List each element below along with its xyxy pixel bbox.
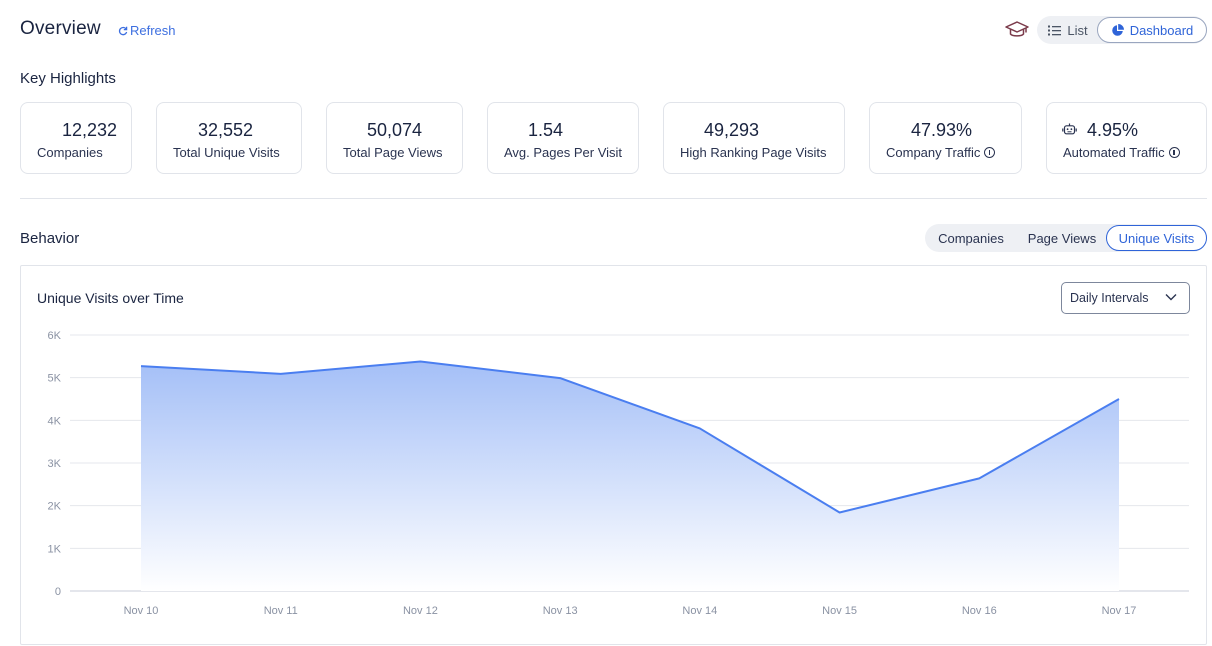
- x-tick-label: Nov 16: [962, 605, 997, 617]
- y-tick-label: 3K: [48, 458, 62, 470]
- graduation-cap-icon[interactable]: [1005, 20, 1029, 40]
- stat-label: Total Page Views: [343, 145, 443, 160]
- x-tick-label: Nov 12: [403, 605, 438, 617]
- stat-card-total-page-views: 50,074 Total Page Views: [326, 102, 463, 174]
- stat-card-high-ranking-page-visits: 49,293 High Ranking Page Visits: [663, 102, 845, 174]
- y-tick-label: 0: [55, 586, 61, 598]
- series-line-unique-visits: [140, 360, 1120, 514]
- x-tick-label: Nov 14: [682, 605, 717, 617]
- chart-panel: [20, 265, 1207, 645]
- y-tick-label: 5K: [48, 373, 62, 385]
- stat-label: Companies: [37, 145, 103, 160]
- dashboard-view-button[interactable]: Dashboard: [1097, 17, 1207, 43]
- refresh-label: Refresh: [130, 23, 176, 38]
- dashboard-view-label: Dashboard: [1129, 22, 1194, 38]
- data-point[interactable]: [834, 506, 846, 518]
- info-icon[interactable]: [1168, 147, 1180, 158]
- data-point[interactable]: [414, 355, 426, 367]
- stat-label: Company Traffic: [886, 145, 996, 160]
- x-tick-label: Nov 13: [543, 605, 578, 617]
- key-highlights-title: Key Highlights: [20, 70, 116, 87]
- list-icon: [1048, 25, 1062, 35]
- data-point[interactable]: [1113, 393, 1125, 405]
- y-tick-label: 2K: [48, 501, 62, 513]
- stat-value: 1.54: [528, 120, 564, 140]
- info-icon[interactable]: [984, 147, 996, 158]
- interval-select[interactable]: Daily Intervals: [1061, 282, 1190, 314]
- section-divider: [20, 198, 1207, 199]
- stat-card-avg-pages-per-visit: 1.54 Avg. Pages Per Visit: [487, 102, 639, 174]
- stat-value: 49,293: [704, 120, 760, 140]
- tab-page-views[interactable]: Page Views: [1027, 230, 1097, 246]
- stat-label: Total Unique Visits: [173, 145, 280, 160]
- stat-label: Automated Traffic: [1063, 145, 1180, 160]
- list-view-button[interactable]: List: [1039, 18, 1097, 42]
- y-tick-label: 1K: [48, 543, 62, 555]
- area-fill: [141, 361, 1119, 591]
- robot-icon: [1062, 123, 1077, 135]
- stat-value: 47.93%: [911, 120, 973, 140]
- stat-value: 32,552: [198, 120, 254, 140]
- refresh-button[interactable]: Refresh: [118, 23, 176, 38]
- behavior-tabs: Companies Page Views Unique Visits: [925, 224, 1207, 252]
- data-point[interactable]: [694, 422, 706, 434]
- stat-card-automated-traffic: 4.95% Automated Traffic: [1046, 102, 1207, 174]
- data-point[interactable]: [275, 368, 287, 380]
- behavior-title: Behavior: [20, 230, 80, 247]
- page-title: Overview: [20, 18, 101, 39]
- chart-title: Unique Visits over Time: [37, 290, 184, 306]
- stat-value: 4.95%: [1087, 120, 1139, 140]
- stat-card-companies: 12,232 Companies: [20, 102, 132, 174]
- y-tick-label: 4K: [48, 415, 62, 427]
- pie-chart-icon: [1111, 23, 1124, 36]
- tab-companies[interactable]: Companies: [938, 230, 1004, 246]
- data-point[interactable]: [554, 372, 566, 384]
- list-view-label: List: [1067, 22, 1088, 38]
- interval-select-value: Daily Intervals: [1070, 291, 1149, 305]
- refresh-icon: [118, 26, 128, 35]
- stat-value: 50,074: [367, 120, 423, 140]
- stat-value: 12,232: [62, 120, 118, 140]
- stat-label: Avg. Pages Per Visit: [504, 145, 623, 160]
- stat-label: High Ranking Page Visits: [680, 145, 827, 160]
- tab-unique-visits[interactable]: Unique Visits: [1106, 225, 1207, 251]
- x-tick-label: Nov 11: [264, 605, 298, 617]
- y-tick-label: 6K: [48, 330, 62, 342]
- x-tick-label: Nov 17: [1102, 605, 1137, 617]
- chevron-down-icon: [1165, 294, 1177, 301]
- x-tick-label: Nov 10: [124, 605, 159, 617]
- view-toggle: List Dashboard: [1037, 16, 1207, 44]
- x-tick-label: Nov 15: [822, 605, 857, 617]
- data-point[interactable]: [973, 472, 985, 484]
- stat-card-total-unique-visits: 32,552 Total Unique Visits: [156, 102, 302, 174]
- stat-card-company-traffic: 47.93% Company Traffic: [869, 102, 1022, 174]
- data-point[interactable]: [135, 360, 147, 372]
